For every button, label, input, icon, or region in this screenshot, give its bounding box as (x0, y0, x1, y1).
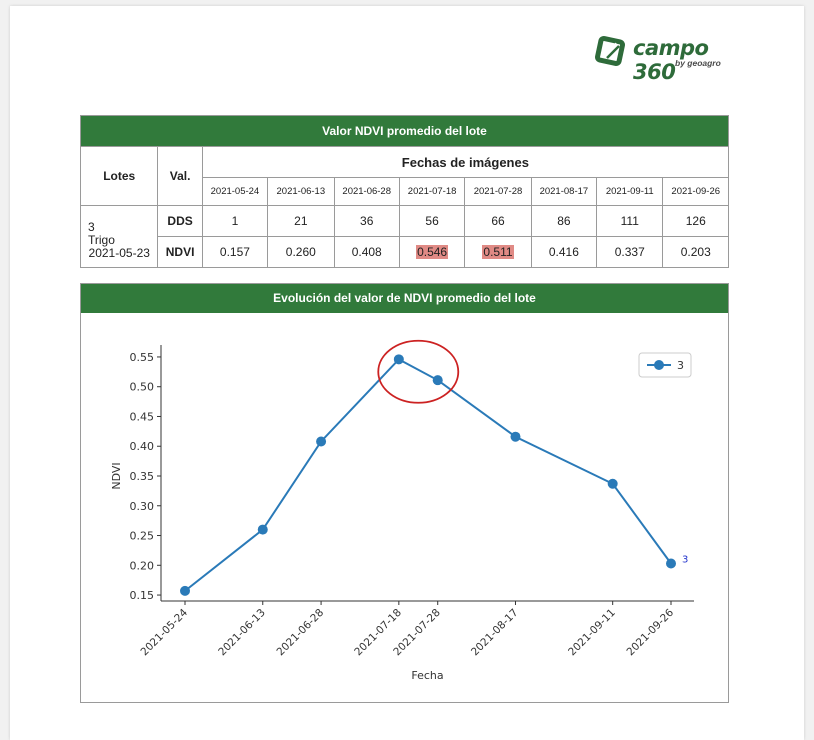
x-tick-label: 2021-08-17 (469, 607, 521, 659)
y-tick-label: 0.30 (130, 500, 155, 513)
campo360-logo-icon (595, 36, 625, 66)
lote-cell: 3 Trigo 2021-05-23 (79, 205, 159, 268)
y-axis-label: NDVI (110, 462, 123, 489)
ndvi-value: 0.157 (201, 236, 269, 268)
campo360-logo: campo 360 by geoagro (595, 34, 735, 84)
dds-value: 66 (464, 205, 532, 237)
ndvi-value: 0.546 (398, 236, 466, 268)
col-header-val: Val. (157, 146, 203, 206)
data-point (393, 354, 404, 365)
dds-value: 111 (596, 205, 664, 237)
ndvi-value-text: 0.416 (548, 245, 579, 259)
dates-row: 2021-05-24 2021-06-13 2021-06-28 2021-07… (81, 177, 729, 206)
data-point (607, 478, 618, 489)
report-page: campo 360 by geoagro Valor NDVI promedio… (10, 6, 804, 740)
ndvi-table: Valor NDVI promedio del lote Lotes Val. … (79, 115, 730, 268)
date-header: 2021-07-28 (464, 177, 532, 206)
ndvi-value: 0.337 (596, 236, 664, 268)
ndvi-value-text: 0.337 (614, 245, 645, 259)
ndvi-value: 0.416 (530, 236, 598, 268)
date-header: 2021-07-18 (398, 177, 466, 206)
dds-label: DDS (157, 205, 203, 237)
x-tick-label: 2021-06-13 (216, 607, 268, 659)
y-tick-label: 0.40 (130, 440, 155, 453)
table-title: Valor NDVI promedio del lote (80, 115, 729, 147)
date-header: 2021-08-17 (530, 177, 598, 206)
ndvi-value-text: 0.408 (351, 245, 382, 259)
data-point (316, 436, 327, 447)
data-point (257, 524, 268, 535)
y-tick-label: 0.20 (130, 559, 155, 572)
ndvi-value: 0.511 (464, 236, 532, 268)
col-header-lotes: Lotes (79, 146, 159, 206)
y-tick-label: 0.15 (130, 589, 155, 602)
ndvi-label: NDVI (157, 236, 203, 268)
ndvi-value-highlighted: 0.511 (482, 245, 514, 259)
x-tick-label: 2021-06-28 (275, 607, 327, 659)
legend-label: 3 (677, 359, 684, 372)
ndvi-chart-panel: Evolución del valor de NDVI promedio del… (80, 283, 729, 703)
ndvi-value-highlighted: 0.546 (416, 245, 449, 259)
table-row: NDVI 0.157 0.260 0.408 0.546 0.511 0.416… (81, 236, 729, 268)
logo-sub-text: by geoagro (675, 58, 721, 68)
col-header-fechas: Fechas de imágenes (201, 146, 730, 178)
table-row: 3 Trigo 2021-05-23 DDS 1 21 36 56 66 86 … (79, 205, 729, 268)
chart-title: Evolución del valor de NDVI promedio del… (81, 284, 728, 313)
x-tick-label: 2021-09-26 (624, 606, 676, 658)
dds-value: 1 (201, 205, 269, 237)
ndvi-value-text: 0.203 (680, 245, 711, 259)
ndvi-value: 0.408 (333, 236, 400, 268)
date-header: 2021-05-24 (201, 177, 269, 206)
lote-id: 3 (88, 220, 95, 234)
logo-brand-text: campo 360 (633, 36, 709, 84)
x-tick-label: 2021-05-24 (138, 606, 190, 658)
ndvi-value-text: 0.260 (285, 245, 316, 259)
data-point (432, 375, 443, 386)
legend-marker (654, 360, 664, 370)
ndvi-value: 0.203 (662, 236, 729, 268)
ndvi-value: 0.260 (267, 236, 335, 268)
dds-value: 56 (398, 205, 466, 237)
date-header: 2021-09-26 (662, 177, 729, 206)
date-header: 2021-06-13 (267, 177, 335, 206)
lote-date: 2021-05-23 (88, 246, 150, 260)
data-point (666, 558, 676, 569)
dds-value: 36 (333, 205, 400, 237)
x-tick-label: 2021-09-11 (566, 607, 618, 659)
x-axis-label: Fecha (411, 669, 443, 682)
annotation-circle (377, 339, 460, 404)
dds-value: 21 (267, 205, 335, 237)
y-tick-label: 0.50 (130, 381, 155, 394)
dds-value: 86 (530, 205, 598, 237)
data-point (180, 585, 190, 596)
date-header: 2021-09-11 (596, 177, 664, 206)
series-line (184, 358, 672, 592)
series-end-label: 3 (682, 555, 688, 566)
ndvi-value-text: 0.157 (219, 245, 250, 259)
y-tick-label: 0.55 (130, 351, 155, 364)
dds-value: 126 (662, 205, 729, 237)
lote-crop: Trigo (88, 233, 115, 247)
y-tick-label: 0.25 (130, 530, 155, 543)
y-tick-label: 0.45 (130, 410, 155, 423)
ndvi-line-chart: 0.15 0.20 0.25 0.30 0.35 0.40 0.45 0.50 0.55 2021… (110, 339, 694, 682)
data-point (510, 431, 521, 442)
date-header: 2021-06-28 (333, 177, 400, 206)
y-tick-label: 0.35 (130, 470, 155, 483)
